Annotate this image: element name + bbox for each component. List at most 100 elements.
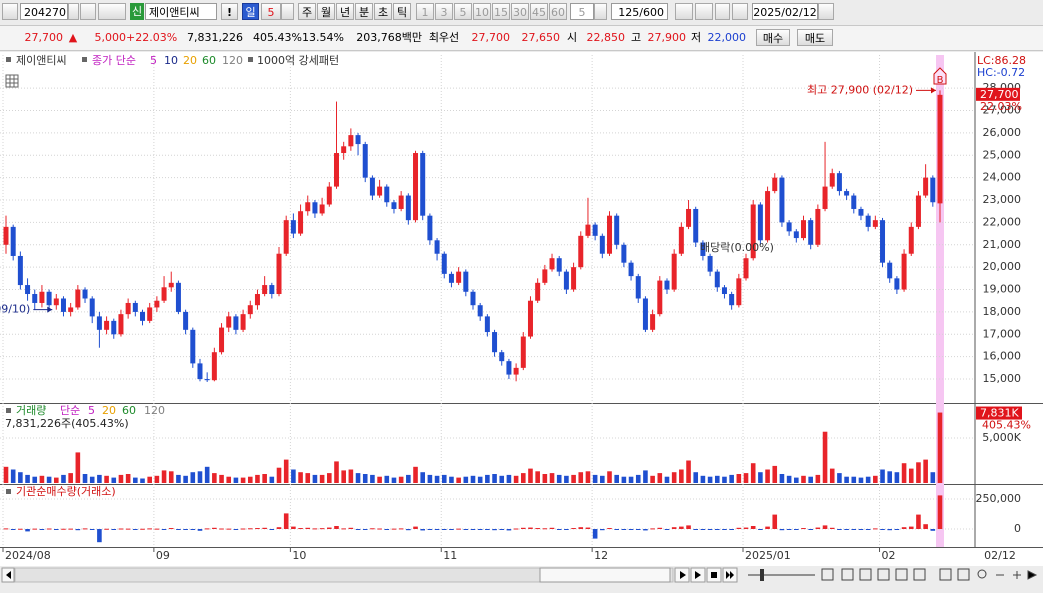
legend-box [6, 408, 11, 413]
search-icon[interactable] [977, 569, 987, 579]
volume-ratio-label: 405.43% [982, 419, 1031, 432]
bar [89, 476, 95, 483]
period-button[interactable]: 주 [298, 3, 316, 20]
candle-body [118, 314, 124, 335]
interval-button[interactable]: 10 [473, 3, 491, 20]
calendar-button[interactable] [818, 3, 834, 20]
count-dropdown[interactable] [594, 3, 607, 20]
volume-ratio: 405.43% [253, 31, 302, 44]
high: 27,900 [647, 31, 687, 44]
bar [298, 472, 303, 483]
interval-button[interactable]: 3 [435, 3, 453, 20]
bar [154, 475, 160, 483]
tool-icon[interactable] [877, 568, 890, 581]
bar [930, 528, 936, 531]
candle-body [506, 361, 512, 375]
bar [406, 474, 411, 483]
high-label: 고 [630, 31, 642, 44]
tool-button[interactable] [695, 3, 713, 20]
candle-body [283, 220, 289, 254]
bar [161, 528, 167, 530]
bar [650, 475, 655, 483]
interval-button[interactable]: 30 [511, 3, 529, 20]
day-count[interactable]: 5 [261, 3, 281, 20]
candle-body [46, 291, 52, 306]
code-dropdown[interactable] [68, 3, 79, 20]
last-volume-box [976, 406, 1022, 420]
bar [815, 474, 821, 483]
candle-body [10, 226, 16, 256]
legend-ma-period: 60 [202, 54, 216, 67]
sell-button[interactable]: 매도 [797, 29, 833, 46]
tool-icon[interactable] [859, 568, 872, 581]
candle-body [714, 271, 720, 288]
bar [765, 526, 770, 529]
legend-box [6, 57, 11, 62]
menu-button[interactable] [2, 3, 18, 20]
tool-icon[interactable] [939, 568, 952, 581]
bar [650, 528, 655, 530]
interval-button[interactable]: 1 [416, 3, 434, 20]
bar [104, 475, 109, 483]
bar [664, 476, 670, 483]
count-input[interactable]: 5 [570, 3, 594, 20]
scroll-right[interactable] [1027, 570, 1038, 580]
bar [53, 477, 59, 483]
tool-button[interactable] [675, 3, 693, 20]
period-button[interactable]: 틱 [393, 3, 411, 20]
interval-button[interactable]: 5 [454, 3, 472, 20]
period-button[interactable]: 초 [374, 3, 392, 20]
legend-ma-period: 120 [144, 404, 165, 417]
buy-button[interactable]: 매수 [756, 29, 790, 46]
bar [434, 528, 440, 530]
candle-body [535, 282, 541, 301]
alert-button[interactable]: ! [221, 3, 238, 20]
low-arrowhead [47, 306, 53, 313]
bar [25, 528, 30, 532]
bar [851, 476, 857, 483]
day-dropdown[interactable] [281, 3, 294, 20]
bar [628, 528, 634, 530]
sound-button[interactable] [98, 3, 126, 20]
interval-button[interactable]: 60 [549, 3, 567, 20]
candle-body [204, 379, 210, 381]
tool-icon[interactable] [913, 568, 926, 581]
range-input[interactable]: 125/600 [611, 3, 668, 20]
save-button[interactable] [715, 3, 730, 20]
date-input[interactable]: 2025/02/12 [752, 3, 818, 20]
candle-body [96, 316, 102, 330]
period-button[interactable]: 년 [336, 3, 354, 20]
search-button[interactable] [80, 3, 96, 20]
bar [341, 470, 346, 483]
bar [794, 528, 799, 530]
bar [190, 472, 196, 483]
interval-button[interactable]: 45 [530, 3, 548, 20]
period-button[interactable]: 월 [317, 3, 335, 20]
tool-icon[interactable] [957, 568, 970, 581]
tool-icon[interactable] [821, 568, 834, 581]
table-icon[interactable] [5, 74, 19, 88]
day-button[interactable]: 일 [242, 3, 259, 20]
tool-icon[interactable] [895, 568, 908, 581]
bar [247, 528, 253, 530]
volume-summary: 7,831,226주(405.43%) [5, 417, 129, 430]
legend-box [248, 57, 253, 62]
bar [671, 527, 677, 529]
bar [829, 527, 835, 529]
institution-title: 기관순매수량(거래소) [16, 485, 116, 498]
period-button[interactable]: 분 [355, 3, 373, 20]
tool-icon[interactable] [841, 568, 854, 581]
market-badge: 신 [130, 3, 144, 20]
settings-button[interactable] [732, 3, 748, 20]
candle-body [290, 220, 296, 234]
last-price-label: 27,700 [980, 88, 1019, 101]
zoom-in[interactable] [1013, 571, 1021, 579]
amount: 203,768백만 [356, 31, 422, 44]
bar [183, 475, 188, 483]
interval-button[interactable]: 15 [492, 3, 510, 20]
bar [413, 466, 418, 483]
scroll-thumb[interactable] [539, 567, 671, 583]
code-input[interactable]: 204270 [20, 3, 68, 20]
bar [873, 475, 878, 483]
zoom-handle[interactable] [760, 569, 764, 581]
